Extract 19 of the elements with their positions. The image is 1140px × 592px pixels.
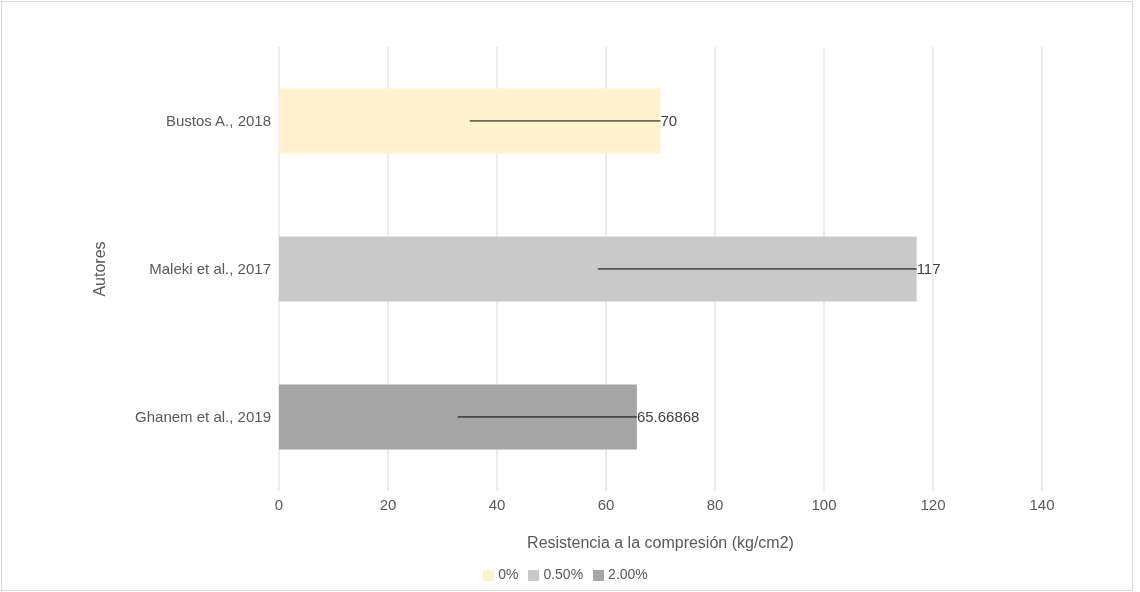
x-tick-label: 20 <box>379 495 397 513</box>
legend-label: 0.50% <box>543 566 584 582</box>
x-tick-label: 40 <box>488 495 506 513</box>
x-tick-label: 140 <box>1029 495 1055 513</box>
data-label: 70 <box>660 112 678 130</box>
legend-label: 0% <box>498 566 519 582</box>
y-tick-label: Bustos A., 2018 <box>165 112 271 130</box>
data-label: 65.66868 <box>636 408 700 426</box>
data-label: 117 <box>916 260 941 278</box>
x-tick-label: 0 <box>274 495 284 513</box>
y-axis-title: Autores <box>90 241 108 297</box>
x-tick-label: 100 <box>811 495 837 513</box>
legend-label: 2.00% <box>608 566 648 582</box>
x-tick-label: 120 <box>920 495 946 513</box>
x-tick-label: 80 <box>706 495 724 513</box>
x-tick-label: 60 <box>597 495 615 513</box>
y-tick-label: Ghanem et al., 2019 <box>135 408 271 426</box>
y-tick-label: Maleki et al., 2017 <box>149 260 271 278</box>
x-axis-title: Resistencia a la compresión (kg/cm2) <box>527 534 794 551</box>
